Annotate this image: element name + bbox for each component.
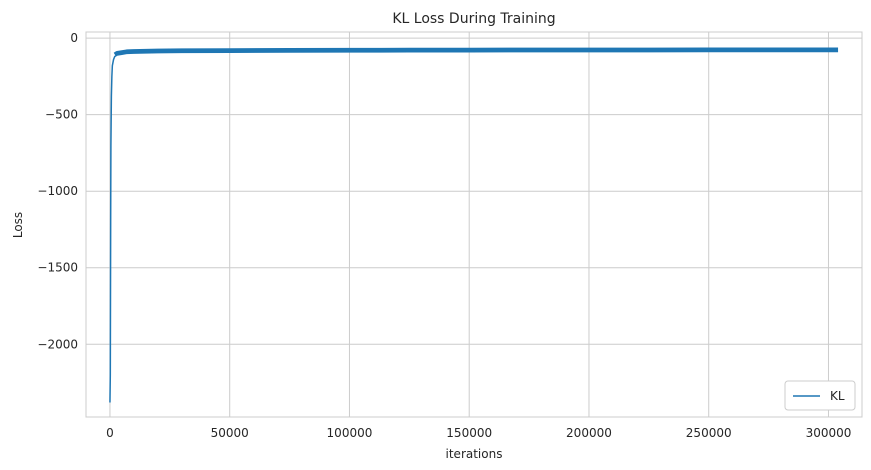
y-tick-label: −2000 — [37, 337, 78, 351]
plot-frame — [85, 31, 863, 418]
series-band-0 — [113, 47, 839, 57]
x-tick-label: 250000 — [686, 426, 732, 440]
series-layer — [109, 47, 839, 403]
x-tick-label: 200000 — [566, 426, 612, 440]
x-axis-label: iterations — [446, 447, 503, 461]
x-tick-label: 150000 — [446, 426, 492, 440]
x-tick-label: 300000 — [806, 426, 852, 440]
x-tick-label: 50000 — [211, 426, 249, 440]
y-axis-label: Loss — [11, 212, 25, 238]
grid — [86, 32, 862, 417]
legend-label-kl: KL — [830, 389, 845, 403]
y-tick-label: −1000 — [37, 184, 78, 198]
x-tick-label: 100000 — [327, 426, 373, 440]
chart-title: KL Loss During Training — [392, 11, 555, 27]
y-tick-label: −500 — [45, 108, 78, 122]
y-tick-label: 0 — [70, 31, 78, 45]
y-tick-labels: 0 −500 −1000 −1500 −2000 — [37, 31, 78, 351]
x-tick-labels: 0 50000 100000 150000 200000 250000 300000 — [106, 426, 851, 440]
y-tick-label: −1500 — [37, 261, 78, 275]
legend: KL — [784, 380, 856, 411]
series-line-0 — [109, 50, 839, 403]
x-tick-label: 0 — [106, 426, 114, 440]
